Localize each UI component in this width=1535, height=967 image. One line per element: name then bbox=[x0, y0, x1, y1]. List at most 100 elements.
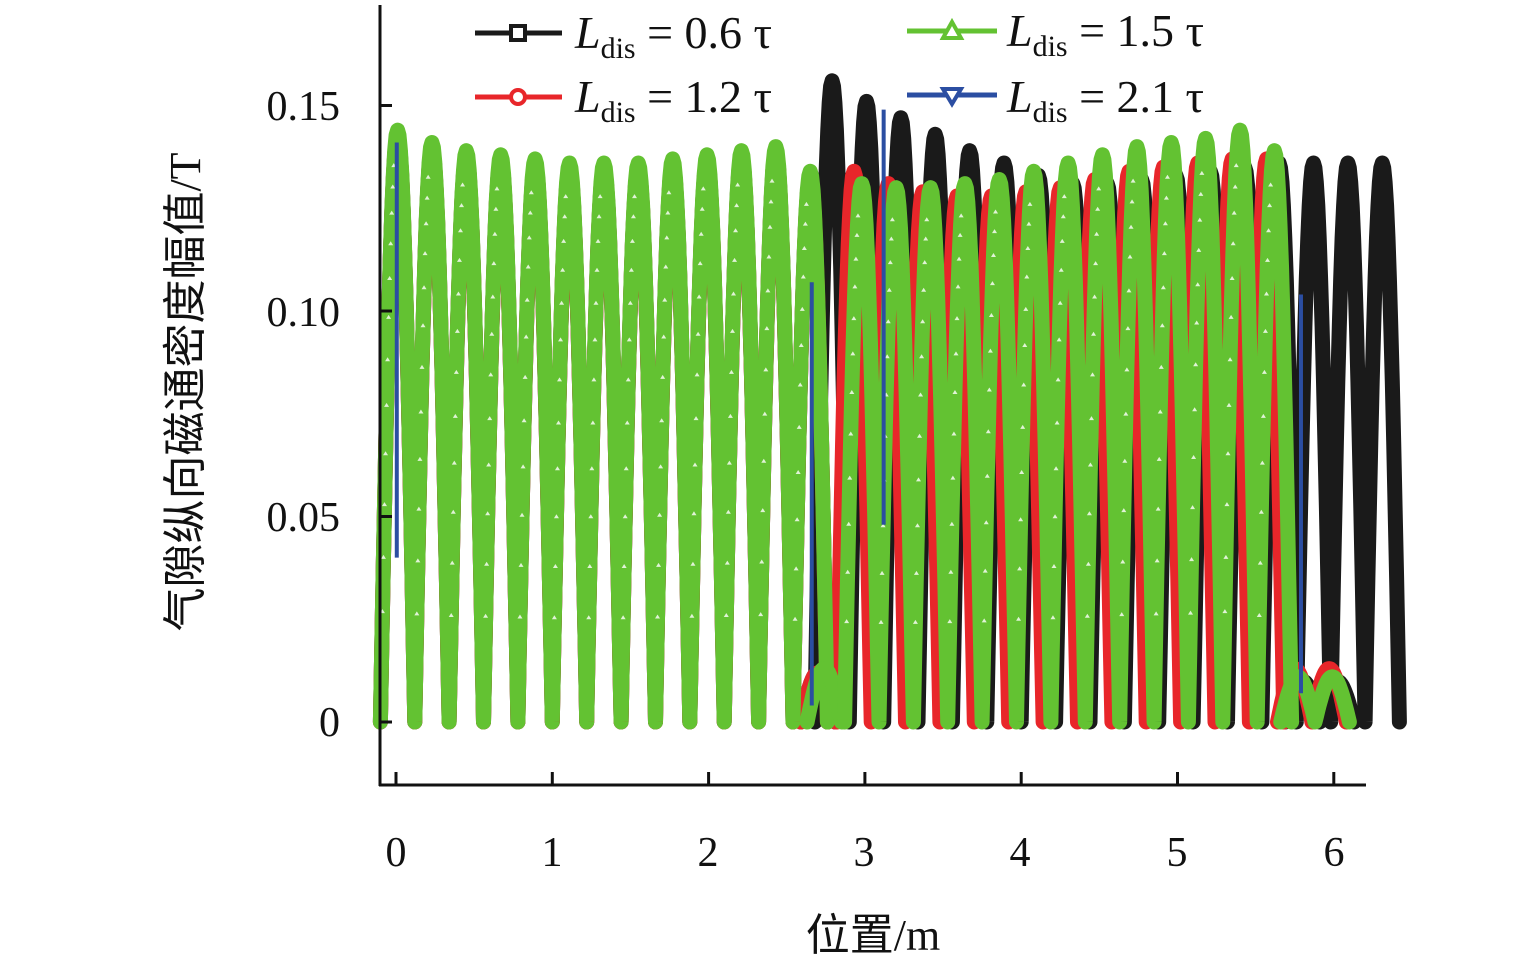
y-tick-label: 0.05 bbox=[267, 495, 341, 541]
marker bbox=[528, 190, 534, 195]
marker bbox=[1230, 241, 1236, 246]
marker bbox=[485, 511, 491, 516]
marker bbox=[957, 232, 963, 237]
marker bbox=[758, 612, 764, 617]
marker bbox=[454, 328, 460, 333]
marker bbox=[1159, 323, 1165, 328]
marker bbox=[1197, 217, 1203, 222]
marker bbox=[586, 615, 592, 620]
marker bbox=[952, 390, 958, 395]
marker bbox=[1129, 199, 1135, 204]
marker bbox=[850, 351, 856, 356]
marker bbox=[1126, 288, 1132, 293]
marker bbox=[919, 354, 925, 359]
marker bbox=[658, 464, 664, 469]
marker bbox=[483, 613, 489, 618]
marker bbox=[628, 267, 634, 272]
marker bbox=[520, 464, 526, 469]
marker bbox=[802, 221, 808, 226]
y-tick-label: 0.15 bbox=[267, 84, 341, 130]
marker bbox=[494, 186, 500, 191]
marker bbox=[696, 294, 702, 299]
marker bbox=[421, 285, 427, 290]
marker bbox=[799, 306, 805, 311]
marker bbox=[625, 377, 631, 382]
marker bbox=[700, 186, 706, 191]
marker bbox=[1026, 221, 1032, 226]
marker bbox=[955, 284, 961, 289]
marker bbox=[422, 251, 428, 256]
marker bbox=[451, 460, 457, 465]
marker bbox=[885, 319, 891, 324]
legend-item-0.6: Ldis = 0.6 τ bbox=[475, 7, 772, 65]
marker bbox=[733, 228, 739, 233]
marker bbox=[917, 433, 923, 438]
marker bbox=[1268, 182, 1274, 187]
marker bbox=[527, 210, 533, 215]
marker bbox=[1153, 611, 1159, 616]
marker bbox=[518, 562, 524, 567]
series-2.1 bbox=[394, 109, 1303, 706]
marker bbox=[559, 300, 565, 305]
marker bbox=[629, 238, 635, 243]
marker bbox=[587, 564, 593, 569]
marker bbox=[561, 238, 567, 243]
marker bbox=[958, 213, 964, 218]
marker bbox=[1088, 416, 1094, 421]
marker bbox=[761, 458, 767, 463]
marker bbox=[918, 392, 924, 397]
marker bbox=[948, 569, 954, 574]
marker bbox=[1055, 377, 1061, 382]
marker bbox=[1223, 554, 1229, 559]
marker bbox=[795, 469, 801, 474]
marker bbox=[735, 182, 741, 187]
marker bbox=[1096, 186, 1102, 191]
marker bbox=[521, 418, 527, 423]
marker bbox=[1052, 514, 1058, 519]
marker bbox=[620, 615, 626, 620]
marker bbox=[984, 473, 990, 478]
marker bbox=[517, 614, 523, 619]
marker bbox=[1024, 274, 1030, 279]
marker bbox=[1124, 367, 1130, 372]
marker bbox=[424, 195, 430, 200]
marker bbox=[763, 367, 769, 372]
marker bbox=[697, 261, 703, 266]
marker bbox=[417, 456, 423, 461]
marker bbox=[452, 413, 458, 418]
x-tick-label: 6 bbox=[1324, 830, 1345, 876]
marker bbox=[734, 203, 740, 208]
marker bbox=[1192, 407, 1198, 412]
marker bbox=[591, 377, 597, 382]
marker bbox=[450, 509, 456, 514]
marker bbox=[416, 506, 422, 511]
marker bbox=[663, 264, 669, 269]
y-tick-label: 0.10 bbox=[267, 290, 341, 336]
marker bbox=[762, 411, 768, 416]
marker bbox=[1086, 511, 1092, 516]
marker bbox=[954, 316, 960, 321]
marker bbox=[1130, 178, 1136, 183]
marker bbox=[1227, 357, 1233, 362]
marker bbox=[989, 281, 995, 286]
marker bbox=[659, 418, 665, 423]
marker bbox=[1094, 231, 1100, 236]
marker bbox=[387, 276, 393, 281]
marker bbox=[1228, 314, 1234, 319]
marker bbox=[623, 466, 629, 471]
marker bbox=[1092, 294, 1098, 299]
square-marker-icon bbox=[509, 24, 527, 42]
marker bbox=[1258, 509, 1264, 514]
marker bbox=[588, 514, 594, 519]
marker bbox=[553, 514, 559, 519]
marker bbox=[912, 619, 918, 624]
marker bbox=[797, 382, 803, 387]
legend: Ldis = 0.6 τ Ldis = 1.2 τ Ldis = 1.5 τ L… bbox=[475, 5, 1204, 129]
marker bbox=[524, 297, 530, 302]
marker bbox=[1025, 245, 1031, 250]
marker bbox=[1263, 291, 1269, 296]
marker bbox=[986, 387, 992, 392]
marker bbox=[848, 431, 854, 436]
marker bbox=[423, 221, 429, 226]
marker bbox=[1060, 214, 1066, 219]
